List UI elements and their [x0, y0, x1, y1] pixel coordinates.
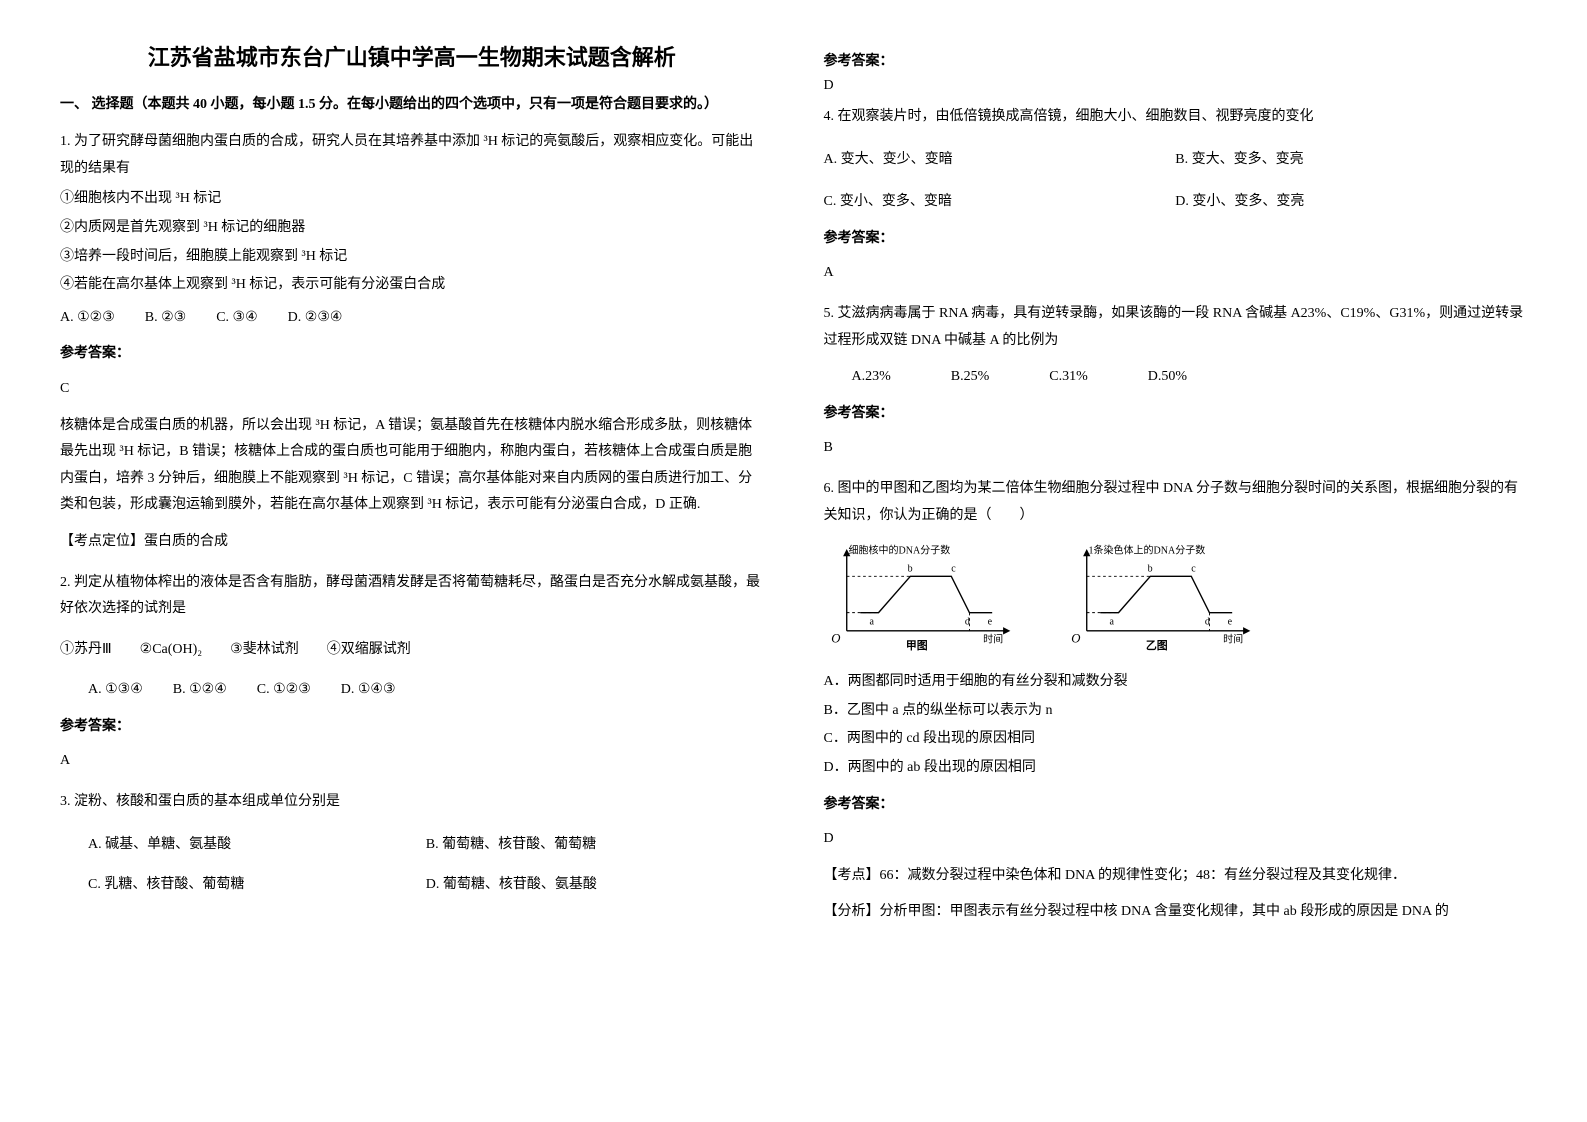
q3-stem: 3. 淀粉、核酸和蛋白质的基本组成单位分别是 [60, 789, 764, 816]
q2-reagents: ①苏丹Ⅲ ②Ca(OH)₂ ③斐林试剂 ④双缩脲试剂 [60, 637, 764, 664]
q4-stem: 4. 在观察装片时，由低倍镜换成高倍镜，细胞大小、细胞数目、视野亮度的变化 [824, 104, 1528, 131]
q2-option-a: A. ①③④ [88, 677, 143, 704]
right-column: 参考答案： D 4. 在观察装片时，由低倍镜换成高倍镜，细胞大小、细胞数目、视野… [824, 40, 1528, 940]
chart-yi: O 1条染色体上的DNA分子数 a b c d e 乙图 时间 [1064, 539, 1264, 659]
q4-option-c: C. 变小、变多、变暗 [824, 189, 1176, 216]
question-3: 3. 淀粉、核酸和蛋白质的基本组成单位分别是 A. 碱基、单糖、氨基酸 B. 葡… [60, 789, 764, 899]
q5-option-a: A.23% [852, 364, 891, 391]
q3-options-row2: C. 乳糖、核苷酸、葡萄糖 D. 葡萄糖、核苷酸、氨基酸 [60, 872, 764, 899]
svg-text:b: b [1147, 564, 1152, 575]
q4-answer-heading: 参考答案： [824, 226, 1528, 253]
q3-answer-heading: 参考答案： [824, 50, 1528, 70]
chart1-time: 时间 [983, 633, 1003, 646]
q2-answer-heading: 参考答案： [60, 714, 764, 741]
q1-item-1: ①细胞核内不出现 ³H 标记 [60, 186, 764, 213]
svg-text:e: e [987, 617, 992, 628]
question-4: 4. 在观察装片时，由低倍镜换成高倍镜，细胞大小、细胞数目、视野亮度的变化 A.… [824, 104, 1528, 287]
svg-text:O: O [1071, 632, 1080, 646]
left-column: 江苏省盐城市东台广山镇中学高一生物期末试题含解析 一、 选择题（本题共 40 小… [60, 40, 764, 940]
q1-item-4: ④若能在高尔基体上观察到 ³H 标记，表示可能有分泌蛋白合成 [60, 272, 764, 299]
q4-option-b: B. 变大、变多、变亮 [1175, 147, 1527, 174]
svg-text:c: c [951, 564, 956, 575]
q3-option-b: B. 葡萄糖、核苷酸、葡萄糖 [426, 832, 764, 859]
q3-option-d: D. 葡萄糖、核苷酸、氨基酸 [426, 872, 764, 899]
q1-answer-heading: 参考答案： [60, 341, 764, 368]
q3-options-row1: A. 碱基、单糖、氨基酸 B. 葡萄糖、核苷酸、葡萄糖 [60, 832, 764, 859]
q1-option-d: D. ②③④ [288, 305, 343, 332]
q1-option-a: A. ①②③ [60, 305, 115, 332]
svg-text:a: a [1109, 617, 1114, 628]
q1-option-c: C. ③④ [216, 305, 257, 332]
svg-text:b: b [907, 564, 912, 575]
q4-options-row2: C. 变小、变多、变暗 D. 变小、变多、变亮 [824, 189, 1528, 216]
q1-option-b: B. ②③ [145, 305, 186, 332]
question-2: 2. 判定从植物体榨出的液体是否含有脂肪，酵母菌酒精发酵是否将葡萄糖耗尽，酪蛋白… [60, 570, 764, 776]
q3-option-c: C. 乳糖、核苷酸、葡萄糖 [88, 872, 426, 899]
q6-stem: 6. 图中的甲图和乙图均为某二倍体生物细胞分裂过程中 DNA 分子数与细胞分裂时… [824, 476, 1528, 529]
q1-item-2: ②内质网是首先观察到 ³H 标记的细胞器 [60, 215, 764, 242]
question-6: 6. 图中的甲图和乙图均为某二倍体生物细胞分裂过程中 DNA 分子数与细胞分裂时… [824, 476, 1528, 926]
q5-answer-heading: 参考答案： [824, 401, 1528, 428]
q6-answer: D [824, 826, 1528, 853]
q6-charts: O 细胞核中的DNA分子数 a b c d e 甲图 时间 [824, 539, 1528, 659]
document-title: 江苏省盐城市东台广山镇中学高一生物期末试题含解析 [60, 40, 764, 72]
q6-option-a: A．两图都同时适用于细胞的有丝分裂和减数分裂 [824, 669, 1528, 696]
q2-options: A. ①③④ B. ①②④ C. ①②③ D. ①④③ [60, 677, 764, 704]
q2-stem: 2. 判定从植物体榨出的液体是否含有脂肪，酵母菌酒精发酵是否将葡萄糖耗尽，酪蛋白… [60, 570, 764, 623]
svg-text:c: c [1191, 564, 1196, 575]
q5-stem: 5. 艾滋病病毒属于 RNA 病毒，具有逆转录酶，如果该酶的一段 RNA 含碱基… [824, 301, 1528, 354]
chart-jia: O 细胞核中的DNA分子数 a b c d e 甲图 时间 [824, 539, 1024, 659]
q2-option-d: D. ①④③ [341, 677, 396, 704]
q4-option-a: A. 变大、变少、变暗 [824, 147, 1176, 174]
page-container: 江苏省盐城市东台广山镇中学高一生物期末试题含解析 一、 选择题（本题共 40 小… [60, 40, 1527, 940]
q4-options-row1: A. 变大、变少、变暗 B. 变大、变多、变亮 [824, 147, 1528, 174]
svg-text:d: d [964, 617, 969, 628]
q1-tag: 【考点定位】蛋白质的合成 [60, 529, 764, 556]
question-5: 5. 艾滋病病毒属于 RNA 病毒，具有逆转录酶，如果该酶的一段 RNA 含碱基… [824, 301, 1528, 462]
chart2-ylabel: 1条染色体上的DNA分子数 [1088, 544, 1205, 557]
q6-option-d: D．两图中的 ab 段出现的原因相同 [824, 755, 1528, 782]
question-1: 1. 为了研究酵母菌细胞内蛋白质的合成，研究人员在其培养基中添加 ³H 标记的亮… [60, 129, 764, 555]
q6-option-c: C．两图中的 cd 段出现的原因相同 [824, 726, 1528, 753]
section-heading: 一、 选择题（本题共 40 小题，每小题 1.5 分。在每小题给出的四个选项中，… [60, 92, 764, 117]
q2-option-c: C. ①②③ [257, 677, 311, 704]
q1-answer: C [60, 376, 764, 403]
q1-options: A. ①②③ B. ②③ C. ③④ D. ②③④ [60, 305, 764, 332]
q5-answer: B [824, 435, 1528, 462]
chart1-ylabel: 细胞核中的DNA分子数 [848, 544, 950, 557]
q4-option-d: D. 变小、变多、变亮 [1175, 189, 1527, 216]
q4-answer: A [824, 260, 1528, 287]
q3-option-a: A. 碱基、单糖、氨基酸 [88, 832, 426, 859]
svg-text:a: a [869, 617, 874, 628]
q3-answer: D [824, 78, 1528, 94]
q5-options: A.23% B.25% C.31% D.50% [824, 364, 1528, 391]
q1-stem: 1. 为了研究酵母菌细胞内蛋白质的合成，研究人员在其培养基中添加 ³H 标记的亮… [60, 129, 764, 182]
q6-option-b: B．乙图中 a 点的纵坐标可以表示为 n [824, 698, 1528, 725]
q6-analysis: 【分析】分析甲图：甲图表示有丝分裂过程中核 DNA 含量变化规律，其中 ab 段… [824, 899, 1528, 926]
q2-answer: A [60, 748, 764, 775]
q5-option-d: D.50% [1148, 364, 1187, 391]
q5-option-b: B.25% [951, 364, 990, 391]
q6-tag: 【考点】66：减数分裂过程中染色体和 DNA 的规律性变化；48：有丝分裂过程及… [824, 863, 1528, 890]
q1-item-3: ③培养一段时间后，细胞膜上能观察到 ³H 标记 [60, 244, 764, 271]
q5-option-c: C.31% [1049, 364, 1088, 391]
chart1-xlabel: 甲图 [905, 639, 927, 652]
chart2-time: 时间 [1223, 633, 1243, 646]
q2-option-b: B. ①②④ [173, 677, 227, 704]
svg-text:d: d [1204, 617, 1209, 628]
svg-text:O: O [831, 632, 840, 646]
q1-explanation: 核糖体是合成蛋白质的机器，所以会出现 ³H 标记，A 错误；氨基酸首先在核糖体内… [60, 413, 764, 519]
svg-text:e: e [1227, 617, 1232, 628]
chart2-xlabel: 乙图 [1145, 639, 1167, 652]
q6-answer-heading: 参考答案： [824, 792, 1528, 819]
